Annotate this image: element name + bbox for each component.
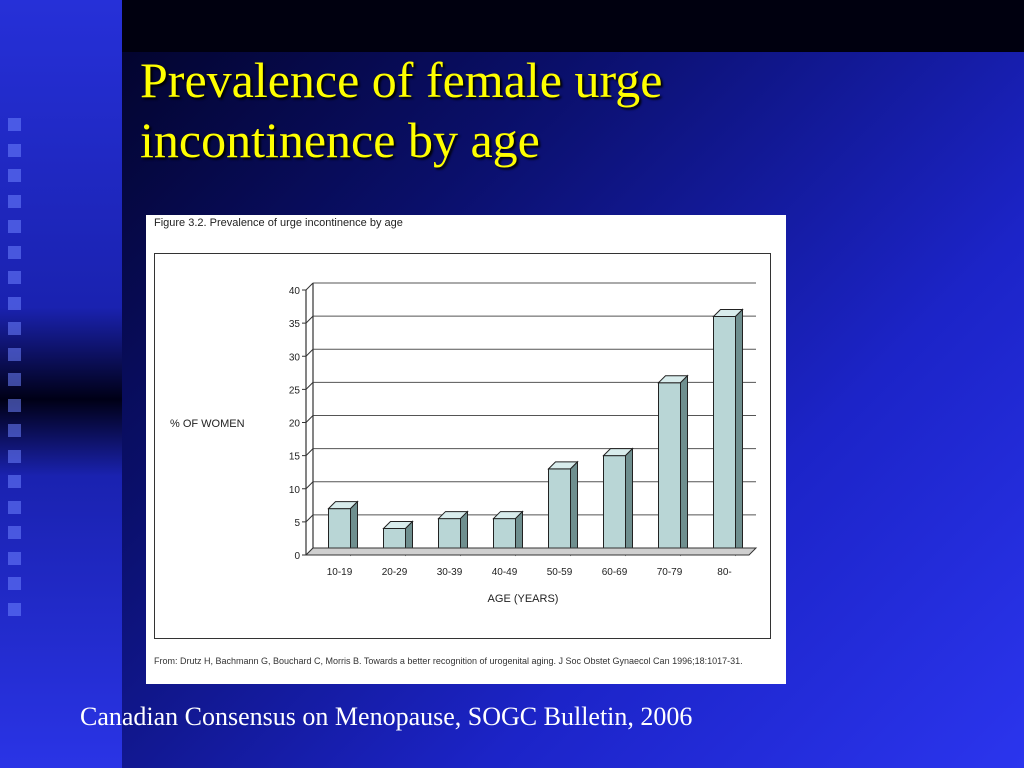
x-axis-label: AGE (YEARS) [488,593,559,605]
y-tick-diagonal [305,481,314,490]
y-tick-label: 15 [289,452,301,463]
y-tick-diagonal [305,348,314,357]
x-tick-label: 70-79 [657,567,683,578]
bar-side-70-79 [680,374,688,557]
y-tick-label: 20 [289,419,301,430]
bar-70-79 [658,382,681,556]
y-tick-diagonal [305,282,314,291]
bar-chart: 0 5 10 15 20 25 30 35 40 10-19 20-29 30-39 40-49 50-5… [170,282,758,605]
y-tick-label: 0 [294,551,300,562]
bar-50-59 [548,468,571,556]
y-tick-diagonal [305,382,314,390]
y-tick-label: 5 [294,518,300,529]
top-decor-bar [122,0,1024,52]
chart-frame [154,253,771,639]
x-tick-label: 10-19 [327,567,353,578]
figure-source: From: Drutz H, Bachmann G, Bouchard C, M… [154,656,743,666]
slide-footer-citation: Canadian Consensus on Menopause, SOGC Bu… [80,702,693,731]
figure-panel: Figure 3.2. Prevalence of urge incontine… [146,215,786,684]
bar-60-69 [603,455,626,556]
bar-side-10-19 [350,500,358,557]
y-tick-diagonal [305,415,314,423]
bar-side-60-69 [625,447,633,557]
left-decor-strip [0,0,122,768]
bar-side-80- [735,308,743,557]
x-tick-label: 80- [717,567,731,578]
decor-squares [8,118,24,628]
y-tick-diagonal [305,315,314,324]
x-tick-label: 30-39 [437,567,463,578]
y-tick-label: 10 [289,485,301,496]
bar-side-50-59 [570,460,578,557]
y-tick-diagonal [305,448,314,456]
y-tick-label: 30 [289,352,301,363]
y-tick-label: 25 [289,385,301,396]
x-tick-label: 40-49 [492,567,518,578]
y-tick-diagonal [305,514,314,523]
bar-80- [713,316,736,556]
x-tick-label: 50-59 [547,567,573,578]
y-tick-label: 35 [289,319,301,330]
x-tick-label: 60-69 [602,567,628,578]
chart-floor [304,547,758,556]
slide-title: Prevalence of female urge incontinence b… [140,52,663,168]
figure-caption: Figure 3.2. Prevalence of urge incontine… [154,217,403,229]
y-tick-label: 40 [289,286,301,297]
x-tick-label: 20-29 [382,567,408,578]
y-axis-label: % OF WOMEN [170,418,245,430]
